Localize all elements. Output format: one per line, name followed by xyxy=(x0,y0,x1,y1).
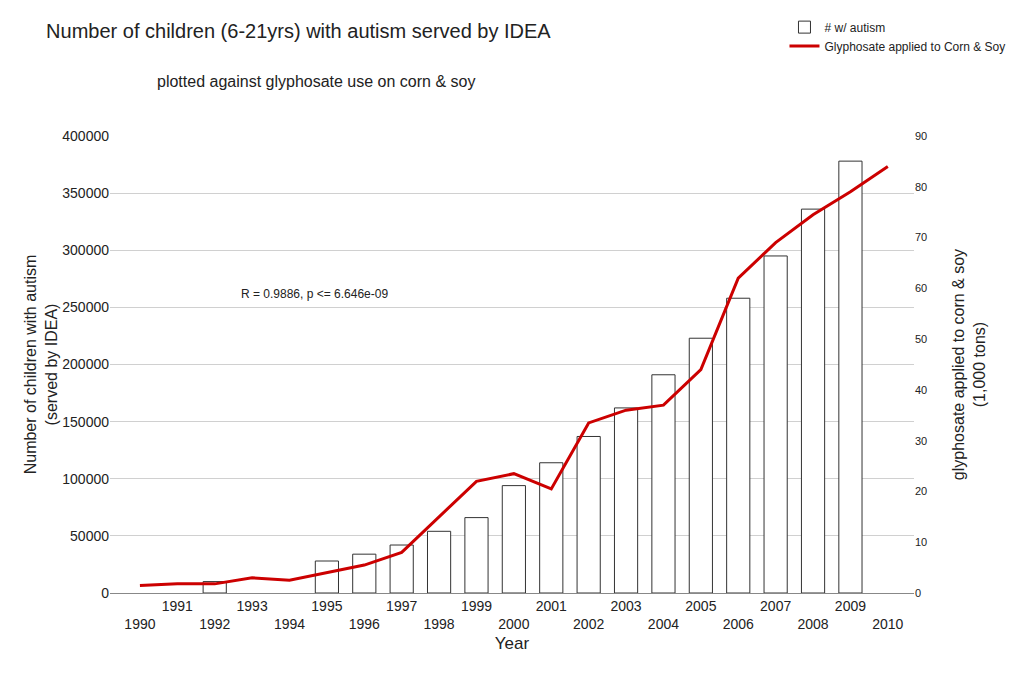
svg-text:2007: 2007 xyxy=(760,598,791,614)
svg-text:2000: 2000 xyxy=(498,616,529,632)
svg-text:400000: 400000 xyxy=(62,128,109,144)
svg-text:50: 50 xyxy=(915,333,927,345)
svg-text:100000: 100000 xyxy=(62,471,109,487)
svg-text:1991: 1991 xyxy=(162,598,193,614)
svg-text:0: 0 xyxy=(915,587,921,599)
svg-text:10: 10 xyxy=(915,536,927,548)
svg-text:250000: 250000 xyxy=(62,299,109,315)
svg-text:plotted against glyphosate use: plotted against glyphosate use on corn &… xyxy=(157,73,475,90)
svg-text:1997: 1997 xyxy=(386,598,417,614)
svg-text:2003: 2003 xyxy=(610,598,641,614)
svg-text:2010: 2010 xyxy=(872,616,903,632)
svg-text:70: 70 xyxy=(915,231,927,243)
svg-text:1995: 1995 xyxy=(311,598,342,614)
svg-text:2005: 2005 xyxy=(685,598,716,614)
svg-text:40: 40 xyxy=(915,384,927,396)
svg-text:2001: 2001 xyxy=(536,598,567,614)
svg-text:Year: Year xyxy=(495,634,530,653)
svg-text:2004: 2004 xyxy=(648,616,679,632)
svg-text:1999: 1999 xyxy=(461,598,492,614)
svg-text:200000: 200000 xyxy=(62,356,109,372)
svg-text:Glyphosate applied to Corn & S: Glyphosate applied to Corn & Soy xyxy=(824,40,1005,54)
svg-text:2002: 2002 xyxy=(573,616,604,632)
svg-text:1994: 1994 xyxy=(274,616,305,632)
svg-text:1993: 1993 xyxy=(237,598,268,614)
svg-text:1996: 1996 xyxy=(349,616,380,632)
svg-text:1998: 1998 xyxy=(424,616,455,632)
svg-text:R = 0.9886, p <= 6.646e-09: R = 0.9886, p <= 6.646e-09 xyxy=(241,287,388,301)
svg-text:2008: 2008 xyxy=(797,616,828,632)
svg-text:2006: 2006 xyxy=(723,616,754,632)
svg-text:2009: 2009 xyxy=(835,598,866,614)
svg-text:350000: 350000 xyxy=(62,185,109,201)
svg-text:80: 80 xyxy=(915,181,927,193)
svg-text:60: 60 xyxy=(915,282,927,294)
svg-text:30: 30 xyxy=(915,435,927,447)
svg-text:20: 20 xyxy=(915,485,927,497)
svg-text:0: 0 xyxy=(101,585,109,601)
svg-text:90: 90 xyxy=(915,130,927,142)
svg-text:Number of children with autism: Number of children with autism(served by… xyxy=(22,255,60,475)
svg-text:1992: 1992 xyxy=(199,616,230,632)
svg-text:150000: 150000 xyxy=(62,414,109,430)
svg-text:1990: 1990 xyxy=(124,616,155,632)
svg-text:glyphosate applied to corn & s: glyphosate applied to corn & soy(1,000 t… xyxy=(950,249,988,480)
svg-text:Number of children (6-21yrs) w: Number of children (6-21yrs) with autism… xyxy=(46,20,551,42)
svg-text:50000: 50000 xyxy=(70,528,109,544)
svg-text:# w/ autism: # w/ autism xyxy=(824,21,885,35)
svg-text:300000: 300000 xyxy=(62,242,109,258)
